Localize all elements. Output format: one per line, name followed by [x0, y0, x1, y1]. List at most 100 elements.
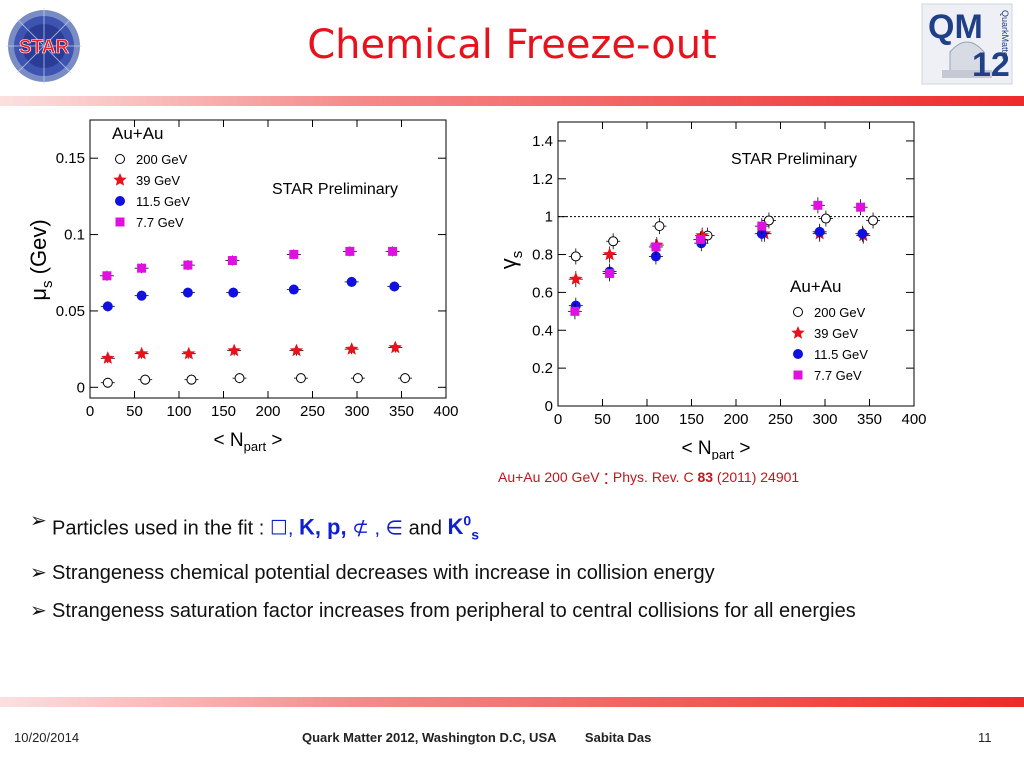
legend-marker: [115, 217, 125, 227]
footer-event-author: Quark Matter 2012, Washington D.C, USA S…: [302, 730, 652, 745]
x-tick-label: 250: [768, 411, 793, 428]
data-point: [608, 236, 619, 247]
data-point: [856, 202, 866, 212]
legend-label: 11.5 GeV: [814, 347, 868, 362]
mu-s-chart: 0 50 100 150 200 250 300 350 400 0 0.05 0.1 0.15 < Np…: [26, 119, 459, 454]
y-axis-label: μs (Gev): [26, 219, 56, 300]
data-point: [345, 246, 355, 256]
data-point: [288, 284, 299, 295]
data-point: [289, 343, 304, 357]
arrow-bullet-icon: ➢: [30, 599, 47, 622]
data-point: [388, 340, 402, 354]
x-tick-label: 300: [344, 403, 369, 420]
legend-marker: [793, 349, 803, 359]
legend-marker: [791, 326, 805, 339]
data-point: [227, 256, 237, 266]
x-tick-label: 150: [211, 403, 236, 420]
data-point: [813, 200, 823, 210]
data-point: [186, 374, 197, 385]
qm12-logo: QM 12 QuarkMatter: [921, 3, 1013, 85]
x-tick-label: 150: [679, 411, 704, 428]
data-point: [101, 351, 115, 364]
x-axis-label: < Npart >: [214, 430, 283, 454]
data-point: [868, 215, 879, 226]
qm-logo-qm: QM: [928, 8, 983, 46]
data-point: [605, 268, 615, 278]
data-point: [569, 272, 583, 285]
data-point: [389, 281, 400, 292]
x-axis-label: < Npart >: [682, 438, 751, 460]
x-tick-label: 350: [857, 411, 882, 428]
y-tick-label: 1.4: [532, 133, 553, 150]
legend-marker: [793, 307, 803, 317]
x-tick-label: 350: [389, 403, 414, 420]
annotation-star-preliminary: STAR Preliminary: [731, 151, 857, 168]
data-point: [654, 221, 665, 232]
x-tick-label: 250: [300, 403, 325, 420]
header-divider: [0, 96, 1024, 106]
data-point: [227, 343, 241, 357]
x-tick-label: 200: [255, 403, 280, 420]
data-point: [289, 249, 299, 259]
y-tick-label: 0.05: [56, 303, 85, 320]
legend-title: Au+Au: [790, 277, 842, 296]
data-point: [820, 213, 831, 224]
data-point: [183, 260, 193, 270]
y-tick-label: 0.1: [64, 227, 85, 244]
data-point: [651, 242, 661, 252]
star-logo: STAR: [6, 8, 82, 84]
data-point: [650, 251, 661, 262]
data-point: [136, 290, 147, 301]
y-axis-label: γs: [496, 251, 526, 270]
legend-marker: [115, 154, 125, 164]
data-point: [857, 228, 868, 239]
legend-marker: [115, 196, 125, 206]
slide-title: Chemical Freeze-out: [307, 22, 717, 68]
x-tick-label: 0: [554, 411, 562, 428]
footer-date: 10/20/2014: [14, 730, 80, 745]
x-tick-label: 400: [433, 403, 458, 420]
x-tick-label: 400: [901, 411, 926, 428]
data-point: [345, 342, 359, 355]
legend-title: Au+Au: [112, 124, 164, 143]
data-point: [400, 373, 411, 384]
data-point: [346, 276, 357, 287]
legend-label: 7.7 GeV: [136, 215, 184, 230]
data-point: [182, 287, 193, 298]
legend-marker: [793, 370, 803, 380]
qm-logo-12: 12: [972, 46, 1010, 84]
citation: Au+Au 200 GeV : Phys. Rev. C 83 (2011) 2…: [498, 467, 800, 489]
bullet-particles: ➢ Particles used in the fit : ☐, K, p, ⊄…: [30, 510, 479, 543]
data-point: [102, 377, 113, 388]
y-tick-label: 0.8: [532, 247, 553, 264]
arrow-bullet-icon: ➢: [30, 561, 47, 584]
data-point: [182, 346, 196, 360]
data-point: [695, 234, 705, 244]
arrow-bullet-icon: ➢: [30, 510, 47, 532]
data-point: [814, 226, 825, 237]
qm-logo-caption: QuarkMatter: [1000, 10, 1010, 60]
footer-divider: [0, 697, 1024, 707]
legend-label: 200 GeV: [136, 152, 188, 167]
data-point: [102, 271, 112, 281]
data-point: [295, 373, 306, 384]
data-point: [763, 215, 774, 226]
gamma-s-chart: 0 50 100 150 200 250 300 350 40000.20.40.60.811.…: [496, 121, 927, 460]
bullet-gamma-s: ➢ Strangeness saturation factor increase…: [30, 599, 856, 622]
y-tick-label: 1.2: [532, 171, 553, 188]
data-point: [228, 287, 239, 298]
star-logo-text: STAR: [19, 37, 70, 58]
legend-label: 39 GeV: [136, 173, 180, 188]
data-point: [137, 263, 147, 273]
y-tick-label: 0.2: [532, 360, 553, 377]
x-tick-label: 200: [723, 411, 748, 428]
annotation-star-preliminary: STAR Preliminary: [272, 181, 398, 198]
x-tick-label: 0: [86, 403, 94, 420]
data-point: [352, 373, 363, 384]
data-point: [388, 246, 398, 256]
page-number: 11: [978, 730, 992, 745]
x-tick-label: 50: [126, 403, 143, 420]
data-point: [135, 346, 149, 360]
data-point: [102, 301, 113, 312]
x-tick-label: 300: [812, 411, 837, 428]
